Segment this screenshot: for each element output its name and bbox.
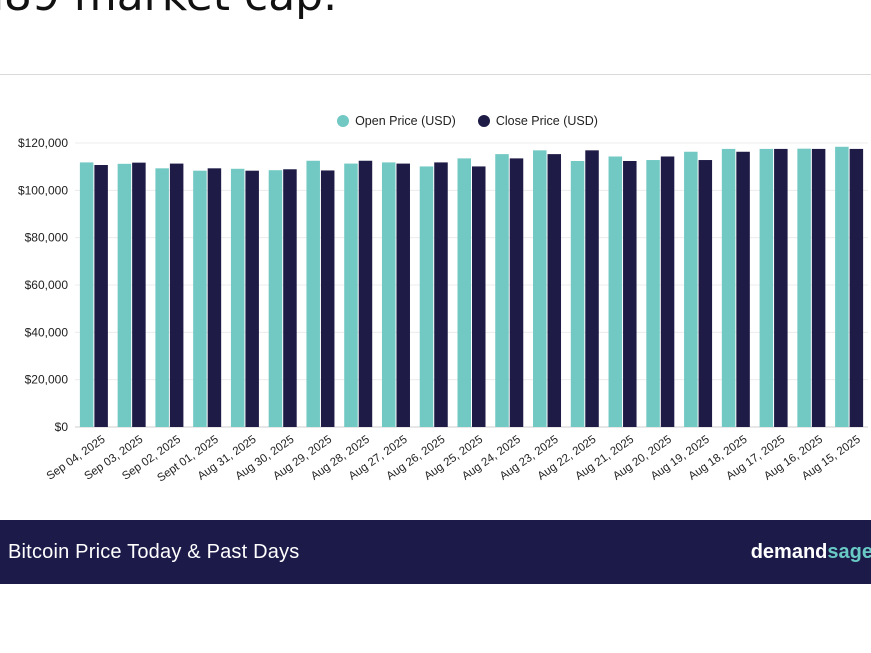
bar-close bbox=[396, 163, 410, 427]
legend-item-close: Close Price (USD) bbox=[477, 112, 598, 130]
bar-close bbox=[94, 165, 108, 427]
bar-open bbox=[381, 162, 396, 427]
chart-legend: Open Price (USD) Close Price (USD) bbox=[0, 112, 871, 130]
y-tick-label: $120,000 bbox=[18, 136, 68, 150]
bar-open bbox=[419, 166, 434, 427]
bar-open bbox=[155, 168, 169, 427]
bar-open bbox=[570, 160, 585, 427]
legend-swatch-close bbox=[477, 115, 490, 127]
y-tick-label: $40,000 bbox=[25, 325, 69, 339]
bar-open bbox=[721, 148, 736, 427]
bar-close bbox=[358, 160, 373, 427]
bar-close bbox=[774, 148, 788, 427]
bar-open bbox=[268, 170, 283, 427]
bar-open bbox=[117, 163, 132, 427]
y-tick-label: $60,000 bbox=[25, 278, 69, 292]
bar-open bbox=[344, 163, 358, 427]
bar-close bbox=[623, 160, 637, 427]
bar-open bbox=[79, 162, 94, 427]
bar-close bbox=[736, 151, 750, 428]
bar-open bbox=[646, 160, 660, 427]
y-tick-label: $80,000 bbox=[25, 231, 69, 245]
bar-close bbox=[509, 158, 524, 427]
bar-close bbox=[698, 160, 713, 427]
legend-label-open: Open Price (USD) bbox=[355, 114, 456, 128]
bar-close bbox=[207, 168, 222, 427]
bar-close bbox=[434, 162, 448, 427]
bar-open bbox=[684, 151, 698, 428]
bar-close bbox=[169, 163, 184, 427]
bar-close bbox=[283, 169, 297, 427]
bar-open bbox=[759, 148, 774, 427]
bar-close bbox=[849, 148, 864, 427]
bar-open bbox=[797, 148, 811, 427]
legend-label-close: Close Price (USD) bbox=[495, 114, 598, 128]
bar-close bbox=[320, 170, 335, 427]
bar-open bbox=[306, 160, 320, 427]
brand-logo-part2: sage bbox=[827, 540, 871, 563]
bar-open bbox=[230, 168, 245, 427]
bar-close bbox=[245, 170, 259, 427]
bar-open bbox=[495, 154, 509, 427]
footer-banner: Bitcoin Price Today & Past Days demandsa… bbox=[0, 520, 871, 584]
bar-open bbox=[193, 170, 207, 427]
page-heading: n89 market cap. bbox=[0, 0, 337, 21]
bar-open bbox=[457, 158, 471, 427]
bar-close bbox=[472, 166, 486, 427]
y-tick-label: $100,000 bbox=[18, 183, 68, 197]
bar-open bbox=[835, 146, 849, 427]
bar-close bbox=[660, 156, 675, 427]
divider bbox=[0, 74, 871, 75]
legend-item-open: Open Price (USD) bbox=[337, 112, 456, 130]
legend-swatch-open bbox=[337, 115, 350, 127]
bar-open bbox=[608, 156, 623, 427]
bar-close bbox=[132, 162, 146, 427]
bar-close bbox=[585, 150, 599, 427]
y-tick-label: $20,000 bbox=[25, 373, 69, 387]
y-tick-label: $0 bbox=[55, 420, 69, 434]
brand-logo-part1: demand bbox=[750, 540, 828, 563]
chart-caption: Bitcoin Price Today & Past Days bbox=[8, 540, 300, 563]
bar-close bbox=[547, 154, 562, 427]
bar-chart: $0 $20,000 $40,000 $60,000 $80,000 $100,000 $1… bbox=[18, 136, 868, 485]
brand-logo: demandsage bbox=[751, 541, 871, 564]
bar-close bbox=[811, 148, 826, 427]
bar-open bbox=[533, 150, 547, 427]
